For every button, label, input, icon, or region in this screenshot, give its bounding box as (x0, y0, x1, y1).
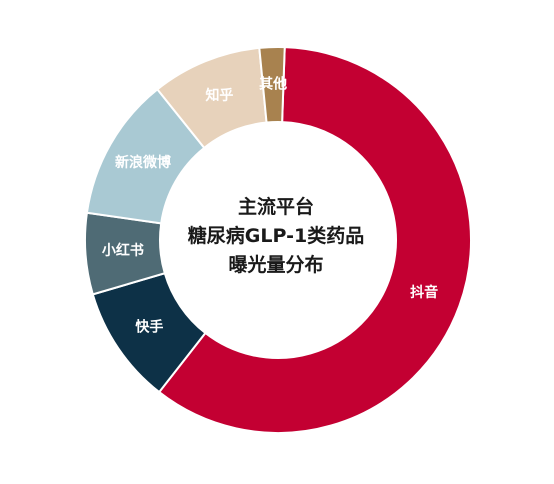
slice-label-4: 知乎 (205, 87, 233, 104)
slice-0 (157, 46, 472, 434)
slice-label-0: 抖音 (410, 284, 438, 301)
slice-5 (258, 46, 286, 124)
center-title: 主流平台 糖尿病GLP-1类药品 曝光量分布 (188, 195, 364, 276)
title-line-3: 曝光量分布 (228, 253, 323, 276)
slice-label-5: 其他 (259, 76, 287, 93)
title-line-1: 主流平台 (238, 195, 314, 218)
title-line-2: 糖尿病GLP-1类药品 (188, 224, 364, 247)
slice-label-2: 小红书 (102, 242, 144, 259)
slice-label-3: 新浪微博 (115, 154, 171, 171)
slice-label-1: 快手 (135, 318, 163, 335)
slices-layer (84, 46, 472, 434)
